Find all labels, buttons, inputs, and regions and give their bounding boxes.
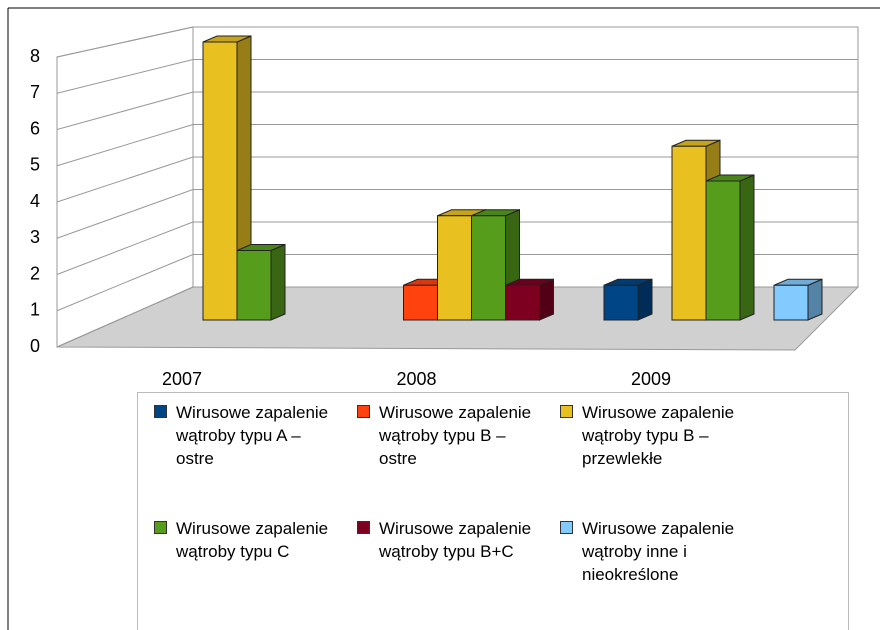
x-tick-label: 2008 <box>396 369 436 389</box>
legend-item: Wirusowe zapalenie wątroby inne i nieokr… <box>554 517 744 586</box>
y-tick-label: 3 <box>30 227 40 247</box>
bar <box>705 180 741 321</box>
legend-swatch <box>560 521 573 534</box>
legend-label: Wirusowe zapalenie wątroby typu A – ostr… <box>176 403 329 468</box>
legend: Wirusowe zapalenie wątroby typu A – ostr… <box>137 392 849 630</box>
y-tick-label: 6 <box>30 118 40 138</box>
grid-line <box>56 26 194 58</box>
y-tick-label: 4 <box>30 191 40 211</box>
legend-item: Wirusowe zapalenie wątroby typu B – ostr… <box>351 401 541 470</box>
bar-side <box>637 278 653 321</box>
legend-label: Wirusowe zapalenie wątroby typu B – prze… <box>582 403 735 468</box>
legend-label: Wirusowe zapalenie wątroby inne i nieokr… <box>582 519 735 584</box>
legend-item: Wirusowe zapalenie wątroby typu C <box>148 517 338 563</box>
bar <box>773 284 809 321</box>
grid-line <box>56 221 194 275</box>
x-tick-label: 2009 <box>631 369 671 389</box>
legend-label: Wirusowe zapalenie wątroby typu B+C <box>379 519 532 561</box>
legend-swatch <box>357 405 370 418</box>
legend-item: Wirusowe zapalenie wątroby typu B – prze… <box>554 401 744 470</box>
grid-line <box>56 189 194 239</box>
y-tick-label: 1 <box>30 300 40 320</box>
grid-line <box>56 286 194 348</box>
bar-side <box>539 278 554 321</box>
legend-item: Wirusowe zapalenie wątroby typu B+C <box>351 517 541 563</box>
bar <box>505 284 540 321</box>
legend-item: Wirusowe zapalenie wątroby typu A – ostr… <box>148 401 338 470</box>
bar-side <box>807 278 823 321</box>
bar <box>603 284 639 321</box>
x-tick-label: 2007 <box>162 369 202 389</box>
bar <box>403 284 438 321</box>
y-tick-label: 2 <box>30 263 40 283</box>
bar <box>202 41 238 321</box>
legend-swatch <box>560 405 573 418</box>
y-tick-label: 8 <box>30 46 40 66</box>
legend-label: Wirusowe zapalenie wątroby typu C <box>176 519 329 561</box>
bar-side <box>270 243 286 321</box>
legend-swatch <box>154 405 167 418</box>
y-tick-label: 7 <box>30 82 40 102</box>
grid-line <box>56 124 194 167</box>
bar <box>471 215 506 321</box>
bar <box>236 250 272 321</box>
y-tick-label: 5 <box>30 155 40 175</box>
legend-swatch <box>357 521 370 534</box>
legend-label: Wirusowe zapalenie wątroby typu B – ostr… <box>379 403 532 468</box>
y-tick-label: 0 <box>30 336 40 356</box>
grid-line <box>56 91 194 130</box>
legend-swatch <box>154 521 167 534</box>
bar <box>671 145 707 321</box>
bar-side <box>739 174 755 321</box>
grid-line <box>56 156 194 203</box>
grid-line <box>56 59 194 94</box>
grid-line <box>56 254 194 312</box>
bar <box>437 215 472 321</box>
